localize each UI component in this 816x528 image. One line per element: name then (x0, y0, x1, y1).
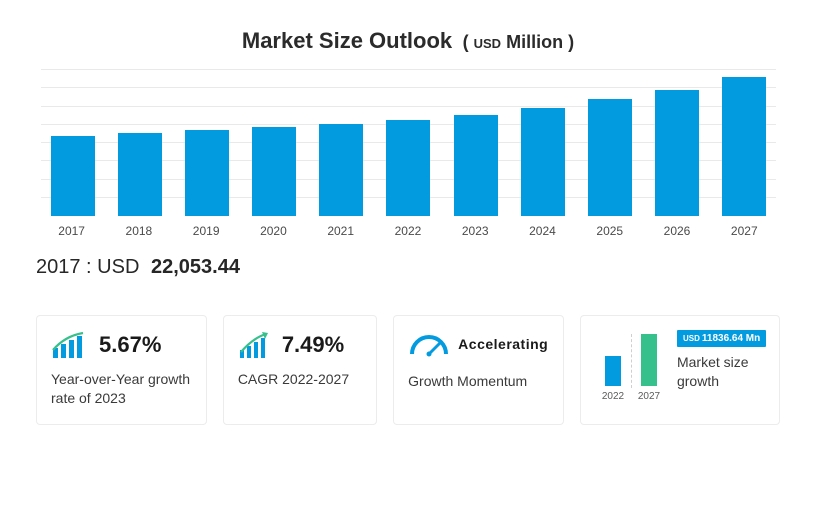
title-paren: ( USD Million ) (463, 32, 575, 52)
chart-bar (454, 115, 498, 216)
page-root: Market Size Outlook ( USD Million ) 2017… (0, 0, 816, 528)
mini-xlabel: 2022 (602, 391, 624, 402)
x-axis-label: 2024 (520, 224, 564, 238)
mini-bar-2022 (605, 356, 621, 386)
paren-close: ) (568, 32, 574, 52)
mini-chart-bars (595, 334, 667, 386)
yoy-value: 5.67% (99, 332, 161, 358)
x-axis-label: 2020 (251, 224, 295, 238)
growth-pill: USD11836.64 Mn (677, 330, 766, 347)
chart-bar (51, 136, 95, 216)
growth-pill-value: 11836.64 Mn (702, 333, 760, 344)
yoy-label: Year-over-Year growth rate of 2023 (51, 370, 192, 408)
chart-x-axis: 2017 2018 2019 2020 2021 2022 2023 2024 2025 2026… (38, 224, 778, 238)
card-yoy-header: 5.67% (51, 330, 192, 360)
card-growth: 2022 2027 USD11836.64 Mn Market size gro… (580, 315, 780, 425)
chart-title: Market Size Outlook (242, 28, 452, 53)
x-axis-label: 2026 (655, 224, 699, 238)
callout-year: 2017 (36, 256, 81, 278)
growth-pill-usd: USD (683, 334, 700, 343)
x-axis-label: 2017 (50, 224, 94, 238)
card-yoy: 5.67% Year-over-Year growth rate of 2023 (36, 315, 207, 425)
mini-chart: 2022 2027 (595, 330, 667, 402)
mini-chart-xlabels: 2022 2027 (595, 391, 667, 402)
callout-currency: USD (97, 256, 139, 278)
callout-row: 2017 : USD 22,053.44 (36, 256, 780, 279)
x-axis-label: 2023 (453, 224, 497, 238)
chart-bar (521, 108, 565, 216)
card-momentum: Accelerating Growth Momentum (393, 315, 564, 425)
gauge-icon (408, 330, 450, 358)
title-unit: Million (506, 32, 563, 52)
chart-bar (118, 133, 162, 216)
cagr-value: 7.49% (282, 332, 344, 358)
chart-bar (386, 120, 430, 216)
chart-bar (722, 77, 766, 216)
chart-bar (319, 124, 363, 216)
chart-bar (252, 127, 296, 216)
x-axis-label: 2025 (588, 224, 632, 238)
title-usd: USD (474, 36, 501, 51)
x-axis-label: 2022 (386, 224, 430, 238)
chart-bar (655, 90, 699, 216)
chart-plot-area (38, 70, 778, 216)
card-growth-right: USD11836.64 Mn Market size growth (677, 330, 766, 391)
x-axis-label: 2021 (319, 224, 363, 238)
bar-growth-icon (51, 330, 91, 360)
chart-bars (39, 70, 778, 216)
mini-bar-2027 (641, 334, 657, 386)
chart-bar (588, 99, 632, 216)
bar-chart: 2017 2018 2019 2020 2021 2022 2023 2024 2025 2026… (38, 70, 778, 238)
growth-label: Market size growth (677, 353, 766, 391)
x-axis-label: 2027 (722, 224, 766, 238)
chart-title-row: Market Size Outlook ( USD Million ) (36, 28, 780, 54)
momentum-label: Growth Momentum (408, 372, 549, 391)
momentum-value: Accelerating (458, 336, 548, 352)
x-axis-label: 2018 (117, 224, 161, 238)
card-cagr-header: 7.49% (238, 330, 362, 360)
card-momentum-header: Accelerating (408, 330, 549, 358)
paren-open: ( (463, 32, 469, 52)
cagr-label: CAGR 2022-2027 (238, 370, 362, 389)
mini-xlabel: 2027 (638, 391, 660, 402)
growth-arrow-icon (238, 330, 274, 360)
callout-sep: : (81, 256, 98, 278)
card-cagr: 7.49% CAGR 2022-2027 (223, 315, 377, 425)
cards-row: 5.67% Year-over-Year growth rate of 2023… (36, 315, 780, 425)
callout-value: 22,053.44 (151, 256, 240, 278)
x-axis-label: 2019 (184, 224, 228, 238)
chart-bar (185, 130, 229, 217)
